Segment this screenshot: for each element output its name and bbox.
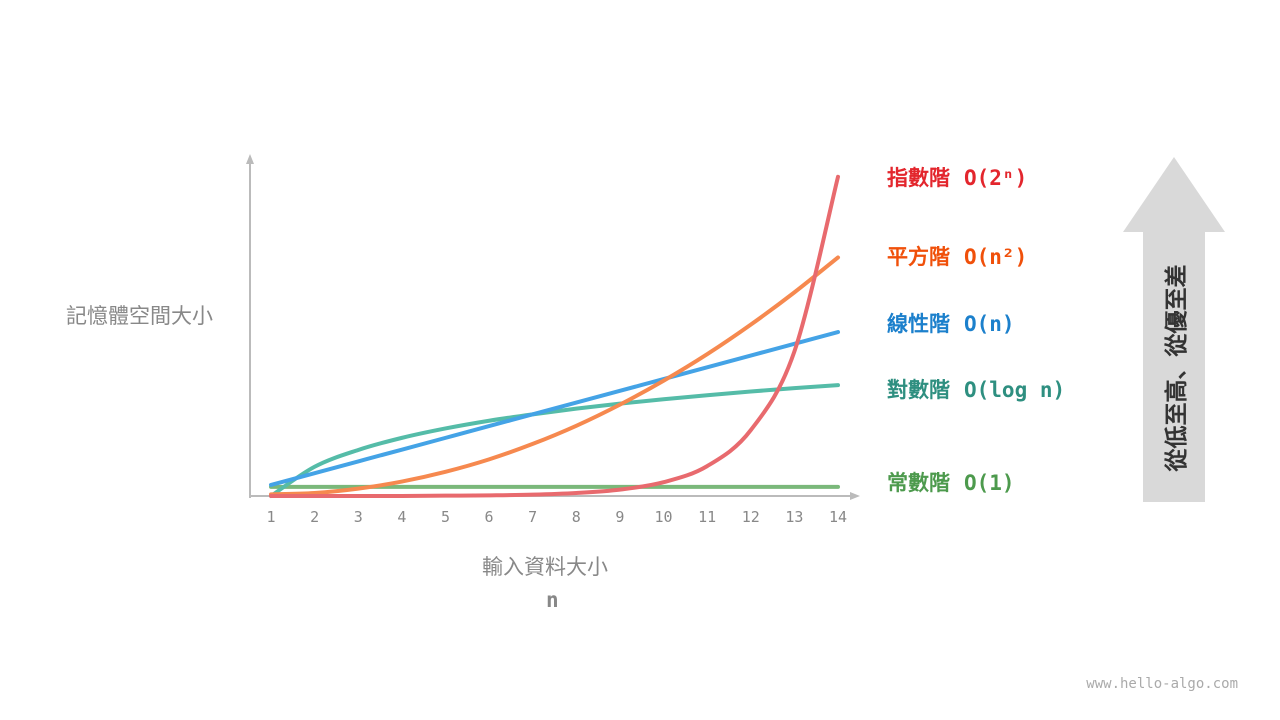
watermark: www.hello-algo.com: [1086, 676, 1238, 692]
x-tick-label: 7: [528, 508, 537, 526]
legend-item: 線性階 O(n): [887, 308, 1015, 338]
y-axis-arrowhead: [246, 154, 254, 164]
x-axis-label: 輸入資料大小: [482, 555, 608, 579]
arrow-up: [1123, 157, 1225, 502]
series-line-2: [269, 330, 840, 487]
x-tick-label: 3: [354, 508, 363, 526]
y-axis-label: 記憶體空間大小: [66, 304, 213, 328]
x-axis-arrowhead: [850, 492, 860, 500]
axes: [246, 154, 860, 500]
x-tick-label: 4: [397, 508, 406, 526]
legend-notation: O(1): [964, 471, 1015, 495]
x-tick-label: 11: [698, 508, 716, 526]
legend-name: 線性階: [887, 312, 950, 336]
legend-name: 指數階: [887, 166, 950, 190]
arrow-up-icon: [1123, 157, 1225, 502]
x-tick-label: 14: [829, 508, 847, 526]
legend-notation: O(log n): [964, 378, 1066, 402]
x-tick-label: 9: [615, 508, 624, 526]
legend-notation: O(2ⁿ): [964, 166, 1028, 190]
arrow-text: 從低至高、從優至差: [1164, 264, 1190, 472]
x-tick-label: 1: [266, 508, 275, 526]
x-tick-label: 6: [485, 508, 494, 526]
legend-name: 對數階: [887, 378, 950, 402]
legend-item: 平方階 O(n²): [887, 241, 1027, 271]
series-line-1: [269, 255, 840, 497]
legend-item: 常數階 O(1): [887, 467, 1015, 497]
series-line-3: [269, 383, 840, 498]
legend-notation: O(n²): [964, 245, 1028, 269]
legend-name: 常數階: [887, 471, 950, 495]
series-line-0: [269, 174, 840, 499]
x-tick-label: 10: [655, 508, 673, 526]
legend-item: 指數階 O(2ⁿ): [887, 162, 1027, 192]
x-tick-label: 8: [572, 508, 581, 526]
x-tick-label: 12: [742, 508, 760, 526]
x-tick-label: 13: [785, 508, 803, 526]
x-tick-label: 5: [441, 508, 450, 526]
legend-item: 對數階 O(log n): [887, 374, 1065, 404]
legend-name: 平方階: [887, 245, 950, 269]
x-axis-symbol: n: [546, 588, 559, 612]
x-tick-label: 2: [310, 508, 319, 526]
legend-notation: O(n): [964, 312, 1015, 336]
